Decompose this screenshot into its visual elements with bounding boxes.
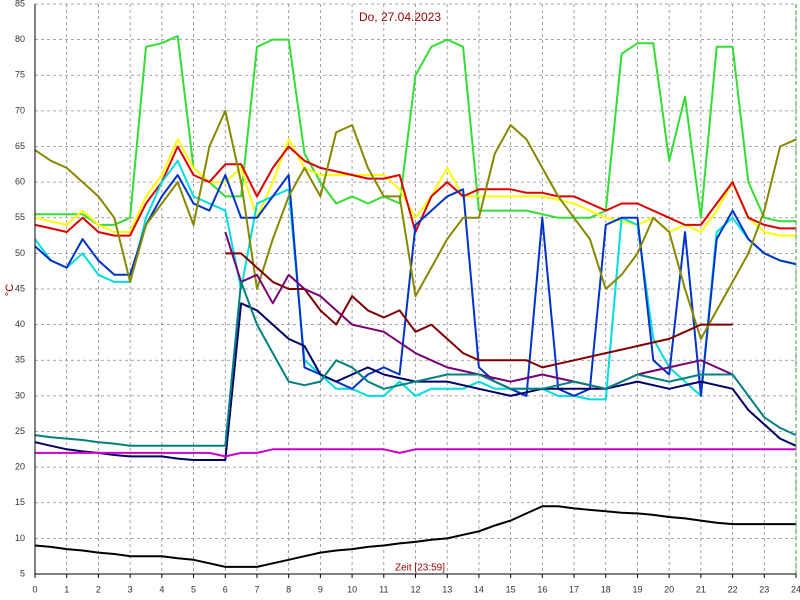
x-tick-label: 11 [379, 584, 388, 594]
y-tick-label: 20 [15, 462, 25, 472]
series-line [34, 174, 797, 397]
x-tick-label: 4 [159, 584, 164, 594]
x-tick-label: 12 [410, 584, 420, 594]
x-tick-label: 23 [759, 584, 769, 594]
y-tick-label: 75 [15, 70, 25, 80]
x-tick-label: 6 [223, 584, 228, 594]
x-tick-label: 2 [96, 584, 101, 594]
x-tick-label: 8 [286, 584, 291, 594]
y-tick-label: 15 [15, 497, 25, 507]
x-tick-label: 16 [537, 584, 547, 594]
x-tick-label: 5 [191, 584, 196, 594]
grid [34, 3, 797, 578]
series-line [34, 505, 796, 568]
x-tick-label: 21 [696, 584, 706, 594]
y-tick-label: 25 [15, 426, 25, 436]
x-tick-label: 15 [506, 584, 516, 594]
x-tick-label: 10 [347, 584, 357, 594]
x-tick-label: 1 [64, 584, 69, 594]
y-tick-label: 65 [15, 141, 25, 151]
x-tick-label: 7 [254, 584, 259, 594]
series-line [35, 448, 796, 458]
y-tick-label: 60 [15, 177, 25, 187]
y-tick-label: 55 [15, 212, 25, 222]
series-line [35, 35, 796, 226]
y-tick-label: 80 [15, 34, 25, 44]
x-tick-label: 20 [664, 584, 674, 594]
x-axis-label: Zeit [23:59] [395, 563, 445, 574]
lines [34, 35, 797, 568]
x-tick-label: 24 [791, 584, 800, 594]
y-tick-label: 30 [15, 390, 25, 400]
y-tick-label: 10 [15, 533, 25, 543]
x-tick-label: 0 [32, 584, 37, 594]
chart-title: Do, 27.04.2023 [359, 10, 441, 24]
x-tick-label: 18 [601, 584, 611, 594]
x-tick-label: 13 [442, 584, 452, 594]
series-line [225, 252, 733, 369]
y-axis-label: °C [4, 284, 16, 296]
y-tick-label: 85 [15, 0, 25, 8]
x-tick-label: 14 [474, 584, 484, 594]
y-tick-label: 50 [15, 248, 25, 258]
x-tick-label: 3 [128, 584, 133, 594]
y-tick-label: 40 [15, 319, 25, 329]
y-tick-label: 45 [15, 283, 25, 293]
x-tick-label: 17 [569, 584, 579, 594]
y-tick-label: 70 [15, 105, 25, 115]
series-line [34, 109, 797, 340]
y-tick-label: 35 [15, 355, 25, 365]
x-tick-label: 9 [318, 584, 323, 594]
x-tick-label: 19 [632, 584, 642, 594]
y-tick-label: 5 [20, 568, 25, 578]
x-tick-label: 22 [728, 584, 738, 594]
series-line [34, 280, 797, 447]
